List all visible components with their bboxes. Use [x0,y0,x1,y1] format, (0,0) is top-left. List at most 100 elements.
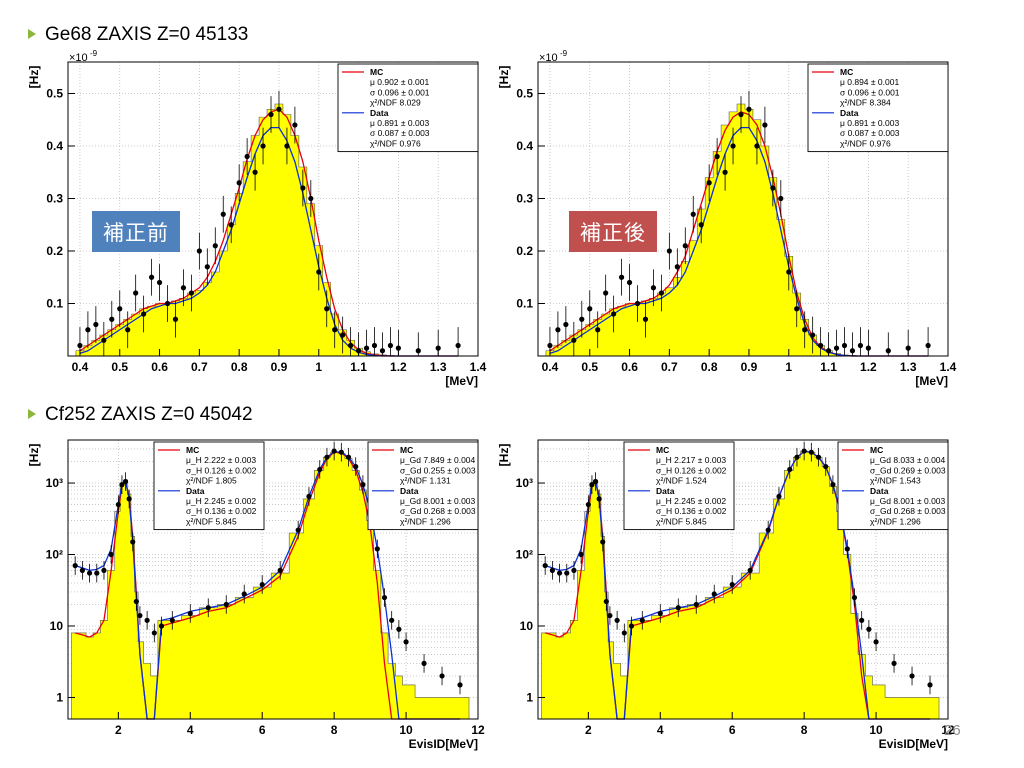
x-tick-label: 0.7 [661,360,678,374]
data-point [133,598,139,605]
bullet-triangle-icon [28,29,36,39]
data-point [596,496,602,502]
y-tick-label: 0.1 [516,297,533,311]
legend-stat: σ 0.096 ± 0.001 [840,87,900,97]
data-point [865,345,871,351]
x-tick-label: 1.2 [860,360,877,374]
x-tick-label: 8 [801,723,808,737]
data-point [690,211,696,217]
x-tick-label: 8 [331,723,338,737]
data-point [133,290,139,296]
data-point [628,623,635,629]
data-point [925,342,931,349]
data-point [675,605,681,611]
data-point [778,195,784,202]
x-axis-label: [MeV] [445,374,478,388]
x-tick-label: 1.1 [820,360,837,374]
data-point [729,581,735,588]
section-title-ge68: Ge68 ZAXIS Z=0 45133 [28,24,248,46]
y-multiplier-exponent: -9 [560,49,568,58]
mc-fit-line [79,108,459,357]
plot-frame [67,61,479,357]
data-point [626,279,633,286]
data-point [395,345,401,351]
y-axis-label: [Hz] [497,66,511,89]
data-point [439,673,445,679]
data-point [693,601,699,608]
legend-entry: Data [840,108,859,118]
y-tick-label: 0.2 [516,244,533,258]
data-point [621,630,627,636]
legend-entry: MC [840,67,853,77]
data-point [144,617,150,623]
x-tick-label: 12 [471,723,485,737]
y-tick-label: 10³ [516,476,533,490]
data-point [909,673,915,679]
data-point [348,342,354,349]
data-point [108,551,114,558]
data-point [148,274,155,280]
data-point [810,332,816,338]
legend-entry: Data [370,108,389,118]
data-point [556,570,563,576]
data-point [345,454,352,460]
data-point [891,660,897,666]
legend-left-stat: μ_H 2.245 ± 0.002 [186,496,256,506]
x-axis-label: EvisID[MeV] [879,737,948,751]
data-point [592,478,599,485]
y-tick-label: 10 [520,619,534,633]
plot-frame [537,439,949,720]
data-point [873,639,879,645]
data-point [317,466,323,473]
legend-right-entry: Data [870,486,889,496]
data-point [786,269,792,275]
legend-left-entry: Data [186,486,205,496]
y-tick-label: 0.5 [46,87,63,101]
data-point [639,617,645,623]
data-point [126,496,132,502]
data-point [542,562,548,569]
data-fit-line [549,126,929,357]
section-title-cf252-text: Cf252 ZAXIS Z=0 45042 [45,404,253,425]
data-point [905,345,911,351]
y-tick-label: 0.3 [46,192,63,206]
legend-stat: μ 0.891 ± 0.003 [370,118,429,128]
data-point [85,327,91,333]
data-point [747,567,753,573]
legend-right-stat: μ_Gd 7.849 ± 0.004 [400,455,476,465]
data-point [86,570,93,576]
plot-frame [537,61,949,357]
legend-right-entry: MC [870,445,883,455]
chart-cf252-before: 2 4 6 8 10 12 1 10 10² 10³ EvisID[MeV] [Hz] MC μ_H 2.… [27,428,485,753]
legend-right-stat: χ²/NDF 1.131 [400,476,451,486]
y-tick-label: 10² [46,548,63,562]
legend-right-entry: MC [400,445,413,455]
legend-box [337,63,479,153]
x-tick-label: 0.7 [191,360,208,374]
data-point [808,449,814,455]
data-point [714,153,720,160]
badge-after-correction: 補正後 [569,211,657,252]
data-point [885,348,891,354]
legend-right-stat: σ_Gd 0.268 ± 0.003 [870,506,946,516]
data-point [927,682,933,688]
data-point [563,321,569,328]
data-point [268,111,274,118]
data-point [801,448,807,454]
data-point [387,342,394,349]
x-tick-label: 1.2 [390,360,407,374]
data-point [188,290,194,296]
data-point [228,222,234,228]
legend-stat: χ²/NDF 8.384 [840,98,891,108]
data-point [169,617,175,623]
legend-right-stat: μ_Gd 8.001 ± 0.003 [400,496,476,506]
y-multiplier-exponent: -9 [90,49,98,58]
data-point [823,463,829,470]
data-point [857,342,864,349]
data-point [101,567,107,573]
legend-right-stat: σ_Gd 0.268 ± 0.003 [400,506,476,516]
data-point [101,337,107,343]
legend-stat: χ²/NDF 8.029 [370,98,421,108]
x-tick-label: 0.9 [741,360,758,374]
x-tick-label: 0.4 [542,360,559,374]
